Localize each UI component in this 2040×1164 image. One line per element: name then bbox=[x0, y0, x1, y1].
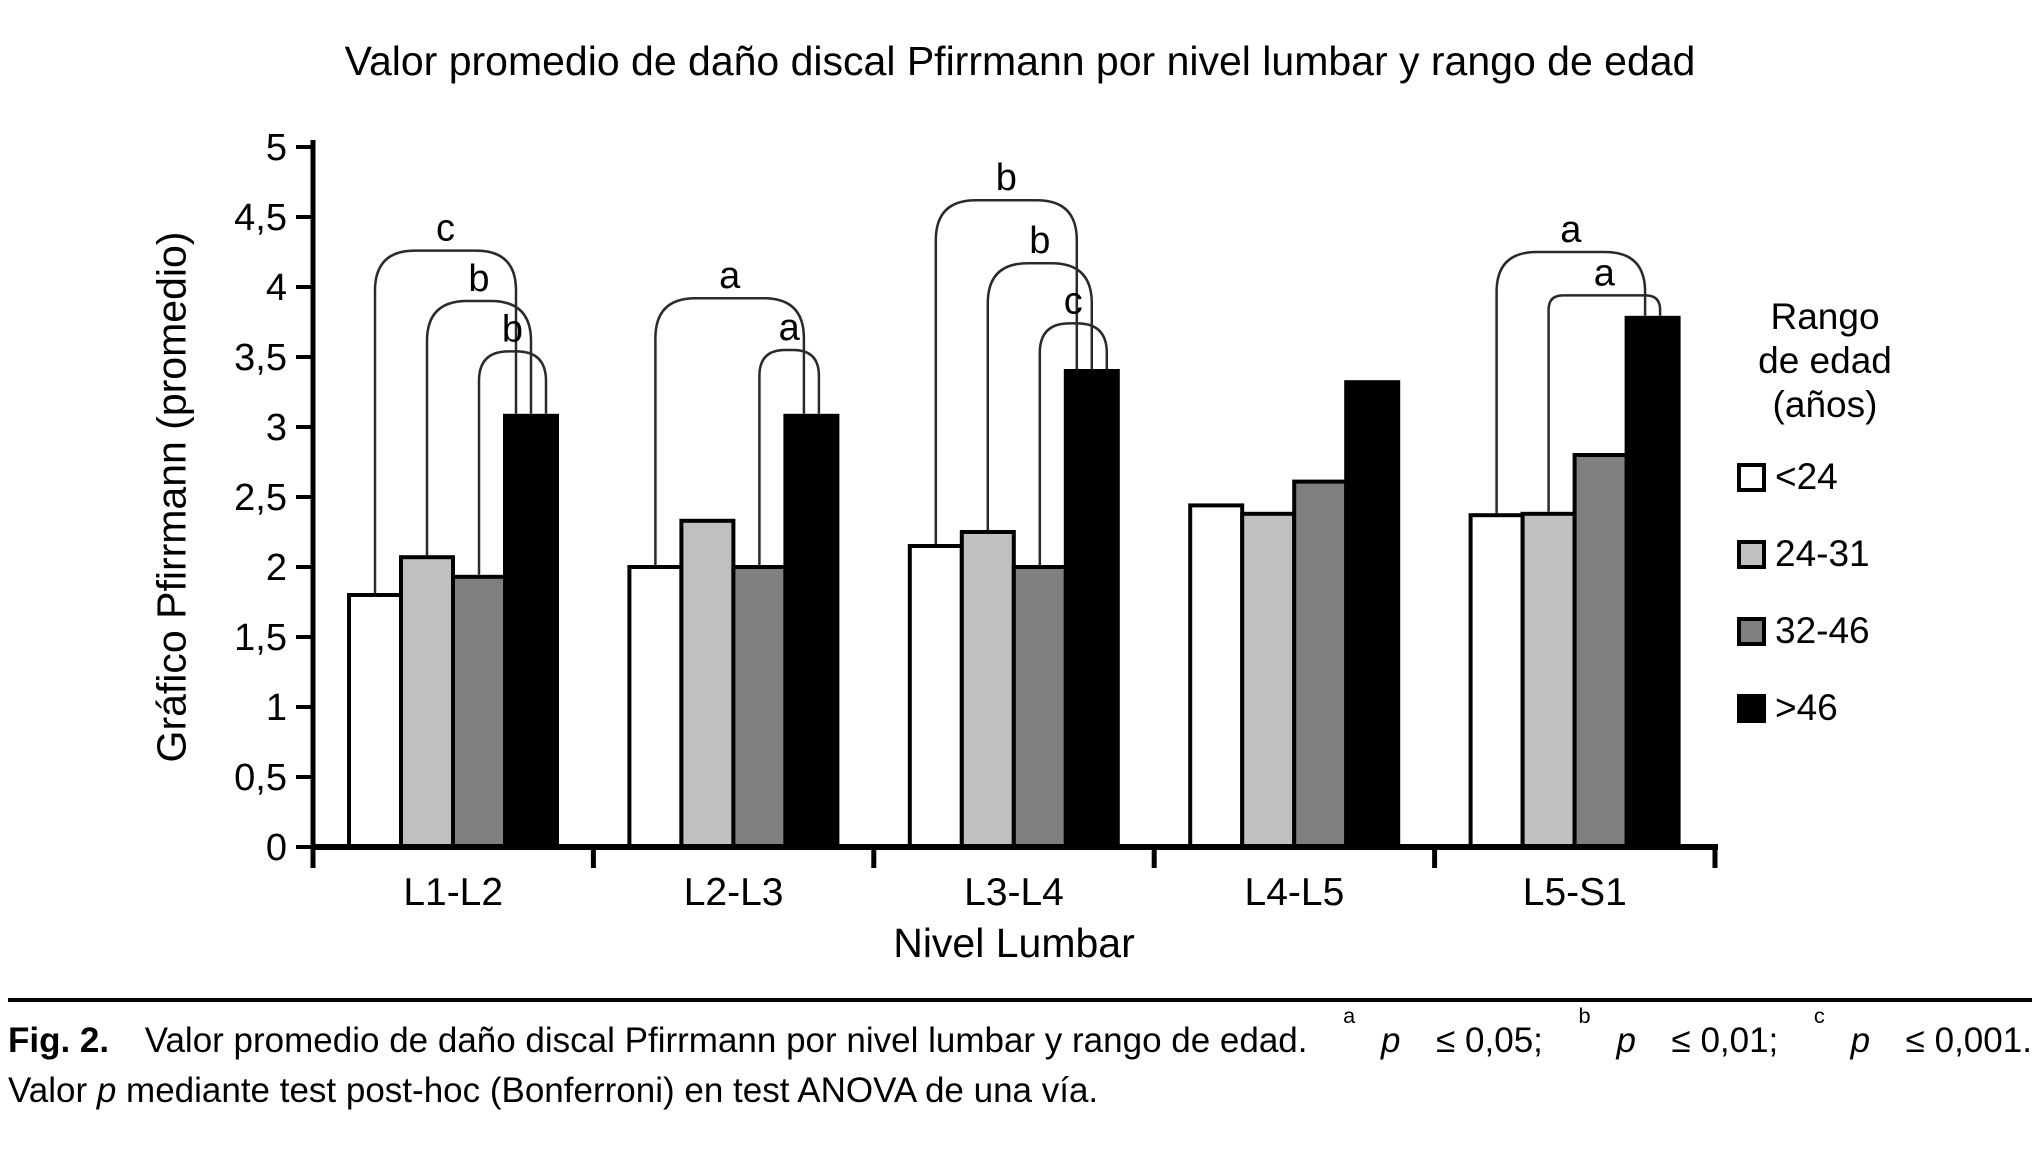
legend-swatch-icon bbox=[1737, 693, 1766, 723]
y-tick-label: 3,5 bbox=[234, 337, 287, 379]
significance-bracket-L1-L2-b bbox=[425, 299, 533, 556]
caption-text-segment: p bbox=[1381, 1021, 1401, 1060]
legend-item-32-46: 32-46 bbox=[1737, 610, 1870, 651]
significance-letter-L5-S1: a bbox=[1594, 252, 1616, 294]
legend-title: Rango de edad (años) bbox=[1695, 295, 1955, 427]
legend-item-<24: <24 bbox=[1737, 456, 1838, 497]
significance-bracket-L2-L3-a bbox=[758, 348, 821, 565]
legend-item-label: <24 bbox=[1775, 456, 1838, 497]
legend-item-label: 32-46 bbox=[1775, 610, 1870, 651]
bar-L4-L5->46 bbox=[1344, 380, 1401, 849]
caption-text-segment: Fig. 2. bbox=[8, 1021, 110, 1060]
legend: Rango de edad (años) <24 24-31 32-46 >46 bbox=[1695, 295, 1955, 728]
legend-title-line: (años) bbox=[1772, 384, 1878, 425]
significance-letter-L1-L2: b bbox=[468, 258, 489, 300]
bar-L1-L2->46 bbox=[503, 413, 559, 849]
chart-title: Valor promedio de daño discal Pfirrmann … bbox=[344, 38, 1696, 84]
bar-L2-L3-24-31 bbox=[679, 518, 736, 849]
legend-swatch-icon bbox=[1737, 616, 1766, 646]
caption-text-segment: c bbox=[1813, 1003, 1825, 1028]
significance-letter-L3-L4: b bbox=[996, 157, 1017, 199]
bar-L5-S1-24-31 bbox=[1520, 511, 1577, 849]
y-tick-label: 4 bbox=[266, 267, 287, 309]
bar-L1-L2-24-31 bbox=[399, 555, 455, 849]
figure-caption: Fig. 2. Valor promedio de daño discal Pf… bbox=[8, 998, 2032, 1116]
caption-text-segment: p bbox=[1850, 1021, 1871, 1060]
y-tick-label: 1 bbox=[266, 687, 287, 729]
x-category-label-L1-L2: L1-L2 bbox=[403, 871, 503, 914]
y-tick-label: 5 bbox=[266, 127, 287, 169]
caption-divider bbox=[8, 998, 2032, 1002]
caption-text-segment: p bbox=[96, 1071, 117, 1110]
x-category-label-L5-S1: L5-S1 bbox=[1523, 871, 1627, 914]
bar-L3-L4-32-46 bbox=[1011, 565, 1068, 849]
bar-L1-L2-32-46 bbox=[451, 574, 507, 849]
caption-text-segment: ≤ 0,01; bbox=[1661, 1021, 1789, 1060]
caption-text-segment: ≤ 0,05; bbox=[1426, 1021, 1553, 1060]
x-axis-title: Nivel Lumbar bbox=[893, 920, 1135, 966]
significance-letter-L3-L4: c bbox=[1064, 280, 1083, 322]
significance-bracket-L1-L2-b bbox=[477, 350, 548, 575]
legend-swatch-icon bbox=[1737, 539, 1766, 569]
legend-item->46: >46 bbox=[1737, 687, 1838, 728]
bar-L1-L2-<24 bbox=[347, 593, 403, 849]
significance-bracket-L3-L4-c bbox=[1038, 322, 1109, 565]
significance-bracket-L3-L4-b bbox=[986, 261, 1094, 530]
x-category-label-L2-L3: L2-L3 bbox=[684, 871, 784, 914]
significance-bracket-L1-L2-c bbox=[373, 249, 518, 593]
y-tick-label: 0 bbox=[266, 827, 287, 869]
significance-letter-L3-L4: b bbox=[1029, 220, 1050, 262]
bar-L5-S1->46 bbox=[1624, 315, 1681, 849]
significance-letter-L1-L2: b bbox=[502, 308, 523, 350]
y-tick-label: 0,5 bbox=[234, 757, 287, 799]
bar-L3-L4->46 bbox=[1063, 369, 1120, 849]
bar-L2-L3-32-46 bbox=[731, 565, 788, 849]
caption-text-segment: mediante test post-hoc (Bonferroni) en t… bbox=[116, 1071, 1099, 1110]
significance-bracket-L2-L3-a bbox=[654, 296, 806, 565]
significance-letter-L5-S1: a bbox=[1560, 209, 1582, 251]
significance-letter-L2-L3: a bbox=[719, 255, 741, 297]
caption-text-segment: Valor bbox=[8, 1071, 97, 1110]
y-tick-label: 2 bbox=[266, 547, 287, 589]
significance-bracket-L5-S1-a bbox=[1547, 294, 1662, 512]
caption-text-segment: ≤ 0,001. bbox=[1895, 1021, 2032, 1060]
bar-L5-S1-<24 bbox=[1468, 513, 1525, 849]
bar-L3-L4-<24 bbox=[907, 544, 964, 849]
bar-L4-L5-<24 bbox=[1188, 503, 1245, 849]
significance-bracket-L5-S1-a bbox=[1495, 250, 1647, 514]
bar-L2-L3->46 bbox=[783, 413, 840, 849]
caption-line-1: Fig. 2. Valor promedio de daño discal Pf… bbox=[8, 1003, 2032, 1066]
caption-line-2: Valor p mediante test post-hoc (Bonferro… bbox=[8, 1066, 2032, 1116]
bar-L2-L3-<24 bbox=[627, 565, 684, 849]
caption-text-segment: p bbox=[1616, 1021, 1636, 1060]
caption-text-segment: Valor promedio de daño discal Pfirrmann … bbox=[135, 1021, 1318, 1060]
y-tick-label: 3 bbox=[266, 407, 287, 449]
bar-L4-L5-24-31 bbox=[1240, 511, 1297, 849]
x-category-label-L4-L5: L4-L5 bbox=[1245, 871, 1345, 914]
legend-item-label: 24-31 bbox=[1775, 533, 1870, 574]
bar-L5-S1-32-46 bbox=[1572, 453, 1629, 849]
caption-text-segment: b bbox=[1578, 1003, 1591, 1028]
y-tick-label: 1,5 bbox=[234, 617, 287, 659]
bar-L4-L5-32-46 bbox=[1292, 479, 1349, 849]
significance-letter-L2-L3: a bbox=[779, 307, 801, 349]
significance-letter-L1-L2: c bbox=[436, 208, 455, 250]
legend-swatch-icon bbox=[1737, 462, 1766, 492]
y-tick-label: 4,5 bbox=[234, 197, 287, 239]
y-tick-label: 2,5 bbox=[234, 477, 287, 519]
significance-bracket-L3-L4-b bbox=[934, 198, 1079, 544]
caption-text-segment: a bbox=[1343, 1003, 1356, 1028]
x-category-label-L3-L4: L3-L4 bbox=[964, 871, 1064, 914]
legend-title-line: Rango bbox=[1770, 296, 1880, 337]
bar-L3-L4-24-31 bbox=[959, 530, 1016, 849]
legend-item-24-31: 24-31 bbox=[1737, 533, 1870, 574]
legend-item-label: >46 bbox=[1775, 687, 1838, 728]
legend-title-line: de edad bbox=[1758, 340, 1892, 381]
